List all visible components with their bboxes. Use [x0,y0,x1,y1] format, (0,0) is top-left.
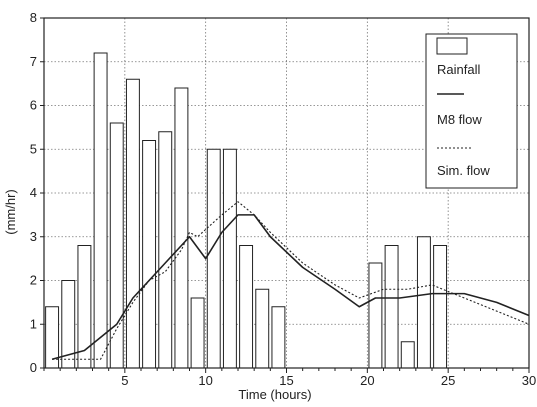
rainfall-bar-4 [109,122,124,369]
rainfall-bar-15 [368,262,383,369]
rainfall-bar-10 [206,148,221,369]
rainfall-bar-17 [400,341,415,369]
x-axis-label: Time (hours) [238,387,311,402]
y-tick-label-2: 2 [30,273,37,288]
rainfall-bar-12 [239,245,254,369]
rainfall-bar-18 [416,236,431,369]
y-tick-label-8: 8 [30,10,37,25]
y-tick-label-6: 6 [30,98,37,113]
x-tick-label-30: 30 [522,373,536,388]
rainfall-bar-13 [255,288,270,369]
y-tick-label-3: 3 [30,229,37,244]
legend-rainfall-label: Rainfall [437,62,480,77]
x-tick-label-15: 15 [279,373,293,388]
y-axis-label: (mm/hr) [3,189,18,235]
rainfall-bar-9 [190,297,205,369]
rainfall-bar-7 [158,131,173,369]
rainfall-bar-14 [271,306,286,369]
y-tick-label-1: 1 [30,316,37,331]
rainfall-bar-3 [93,52,108,369]
legend-rainfall-swatch [436,37,468,55]
grid [44,18,529,368]
legend-sim-flow-label: Sim. flow [437,163,490,178]
rainfall-bar-16 [384,245,399,369]
y-tick-label-4: 4 [30,185,37,200]
x-tick-label-5: 5 [121,373,128,388]
y-tick-label-0: 0 [30,360,37,375]
legend-box [425,33,518,189]
x-tick-label-10: 10 [198,373,212,388]
rainfall-bar-6 [142,140,157,369]
y-tick-label-5: 5 [30,141,37,156]
legend-m8-flow-label: M8 flow [437,112,482,127]
y-tick-label-7: 7 [30,54,37,69]
legend: Rainfall M8 flow Sim. flow [425,33,518,189]
sim-flow-line [52,201,530,360]
x-tick-label-25: 25 [441,373,455,388]
rainfall-bar-8 [174,87,189,369]
x-axis-ticks: 5 10 15 20 25 30 [43,368,536,388]
rainfall-bar-11 [222,148,237,369]
m8-flow-line [51,214,530,361]
rainfall-bar-5 [125,78,140,369]
rainfall-bar-19 [433,245,448,369]
y-axis-ticks: 0 1 2 3 4 5 6 7 8 [30,10,44,375]
x-tick-label-20: 20 [360,373,374,388]
flow-lines [51,201,530,361]
